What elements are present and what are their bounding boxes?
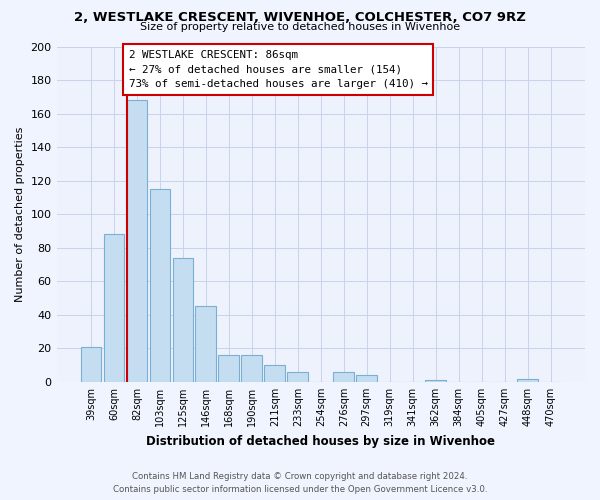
Text: Size of property relative to detached houses in Wivenhoe: Size of property relative to detached ho… [140,22,460,32]
X-axis label: Distribution of detached houses by size in Wivenhoe: Distribution of detached houses by size … [146,434,495,448]
Text: 2, WESTLAKE CRESCENT, WIVENHOE, COLCHESTER, CO7 9RZ: 2, WESTLAKE CRESCENT, WIVENHOE, COLCHEST… [74,11,526,24]
Y-axis label: Number of detached properties: Number of detached properties [15,126,25,302]
Bar [196,306,216,382]
Bar [265,365,285,382]
Bar [517,378,538,382]
Bar [173,258,193,382]
Text: Contains HM Land Registry data © Crown copyright and database right 2024.
Contai: Contains HM Land Registry data © Crown c… [113,472,487,494]
Bar [425,380,446,382]
Bar [127,100,147,382]
Bar [287,372,308,382]
Bar [334,372,354,382]
Bar [104,234,124,382]
Bar [80,346,101,382]
Bar [218,355,239,382]
Bar [149,189,170,382]
Bar [356,375,377,382]
Bar [241,355,262,382]
Text: 2 WESTLAKE CRESCENT: 86sqm
← 27% of detached houses are smaller (154)
73% of sem: 2 WESTLAKE CRESCENT: 86sqm ← 27% of deta… [129,50,428,90]
